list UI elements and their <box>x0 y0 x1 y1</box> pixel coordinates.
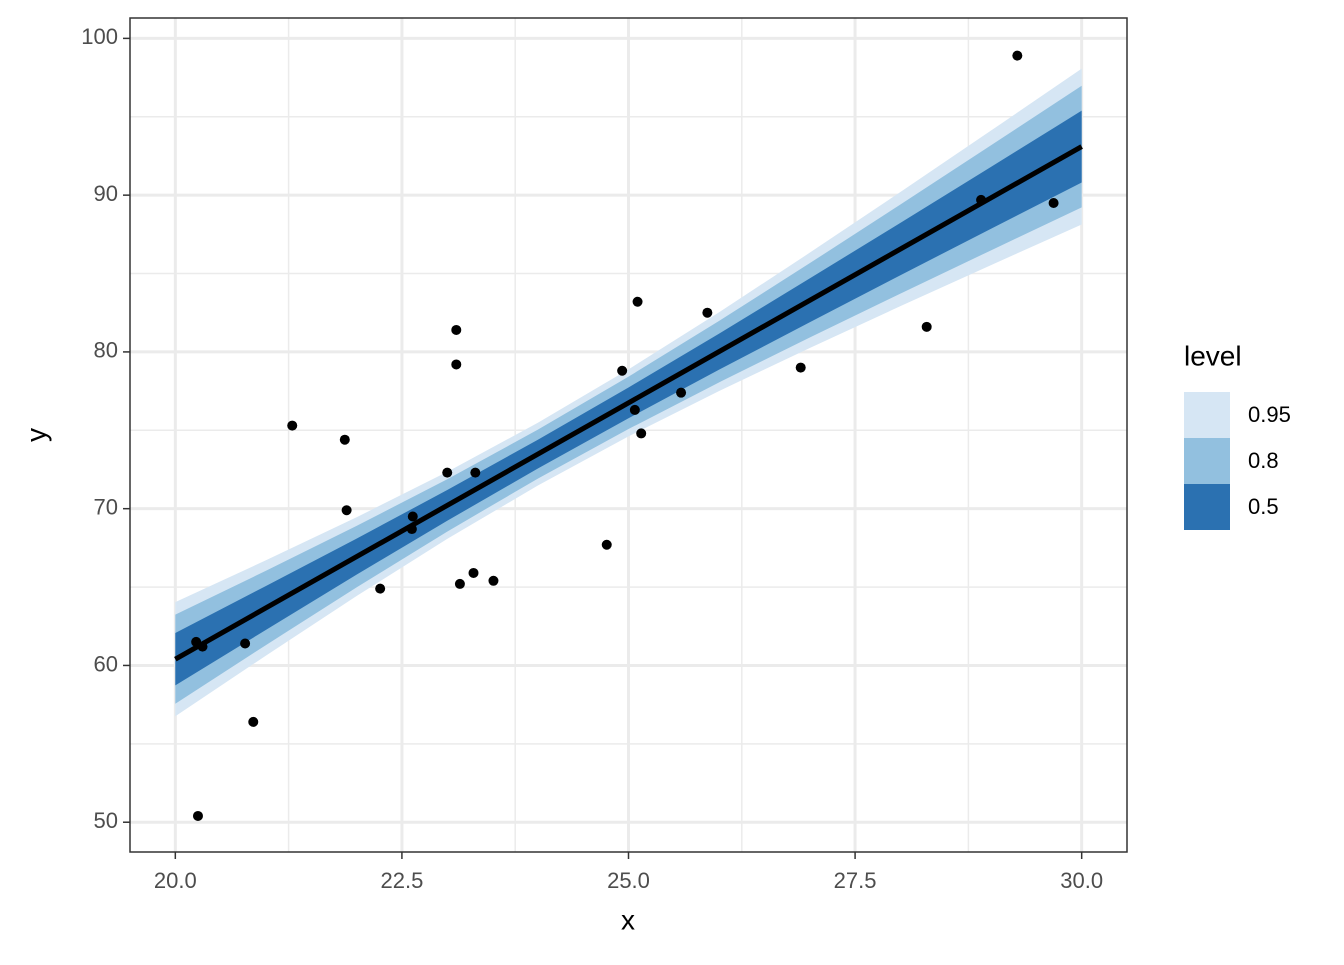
point <box>921 321 932 332</box>
x-tick-label: 20.0 <box>154 868 197 893</box>
legend-key <box>1184 484 1230 530</box>
point <box>451 359 462 370</box>
point <box>197 641 208 652</box>
point <box>442 467 453 478</box>
legend-title: level <box>1184 340 1242 371</box>
point <box>407 511 418 522</box>
point <box>248 716 259 727</box>
x-tick-label: 22.5 <box>380 868 423 893</box>
x-tick-label: 30.0 <box>1060 868 1103 893</box>
point <box>617 365 628 376</box>
y-tick-label: 60 <box>94 651 118 676</box>
point <box>632 296 643 307</box>
point <box>1012 50 1023 61</box>
point <box>454 578 465 589</box>
point <box>468 567 479 578</box>
legend-label: 0.5 <box>1248 494 1279 519</box>
legend-key <box>1184 438 1230 484</box>
y-tick-label: 70 <box>94 494 118 519</box>
point <box>601 539 612 550</box>
point <box>636 428 647 439</box>
y-tick-label: 100 <box>81 24 118 49</box>
x-tick-label: 27.5 <box>834 868 877 893</box>
x-axis-title: x <box>621 904 635 935</box>
point <box>488 575 499 586</box>
legend-label: 0.8 <box>1248 448 1279 473</box>
legend-label: 0.95 <box>1248 402 1291 427</box>
y-tick-label: 90 <box>94 181 118 206</box>
y-axis-title: y <box>20 428 51 442</box>
point <box>976 194 987 205</box>
panel-border <box>129 17 1128 853</box>
point <box>406 524 417 535</box>
fit-line <box>174 144 1083 662</box>
point <box>240 638 251 649</box>
point <box>192 810 203 821</box>
point <box>341 505 352 516</box>
point <box>676 387 687 398</box>
point <box>339 434 350 445</box>
point <box>1048 197 1059 208</box>
point <box>470 467 481 478</box>
point <box>795 362 806 373</box>
legend-key <box>1184 392 1230 438</box>
x-tick-label: 25.0 <box>607 868 650 893</box>
point <box>702 307 713 318</box>
point <box>629 404 640 415</box>
point <box>287 420 298 431</box>
y-tick-label: 50 <box>94 808 118 833</box>
point <box>451 324 462 335</box>
point <box>375 583 386 594</box>
y-tick-label: 80 <box>94 338 118 363</box>
ribbon <box>175 110 1082 686</box>
